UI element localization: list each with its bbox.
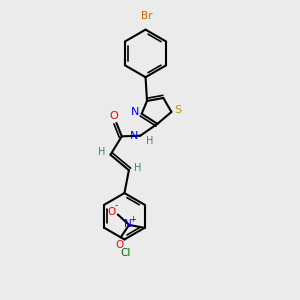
Text: Cl: Cl [121,248,131,258]
Text: N: N [130,131,139,141]
Text: O: O [107,207,116,217]
Text: O: O [115,239,123,250]
Text: H: H [146,136,153,146]
Text: S: S [174,106,182,116]
Text: N: N [131,107,139,117]
Text: Br: Br [141,11,153,21]
Text: O: O [109,111,118,122]
Text: H: H [134,163,141,173]
Text: +: + [129,215,136,224]
Text: N: N [124,219,131,229]
Text: -: - [114,200,118,210]
Text: H: H [98,147,106,158]
